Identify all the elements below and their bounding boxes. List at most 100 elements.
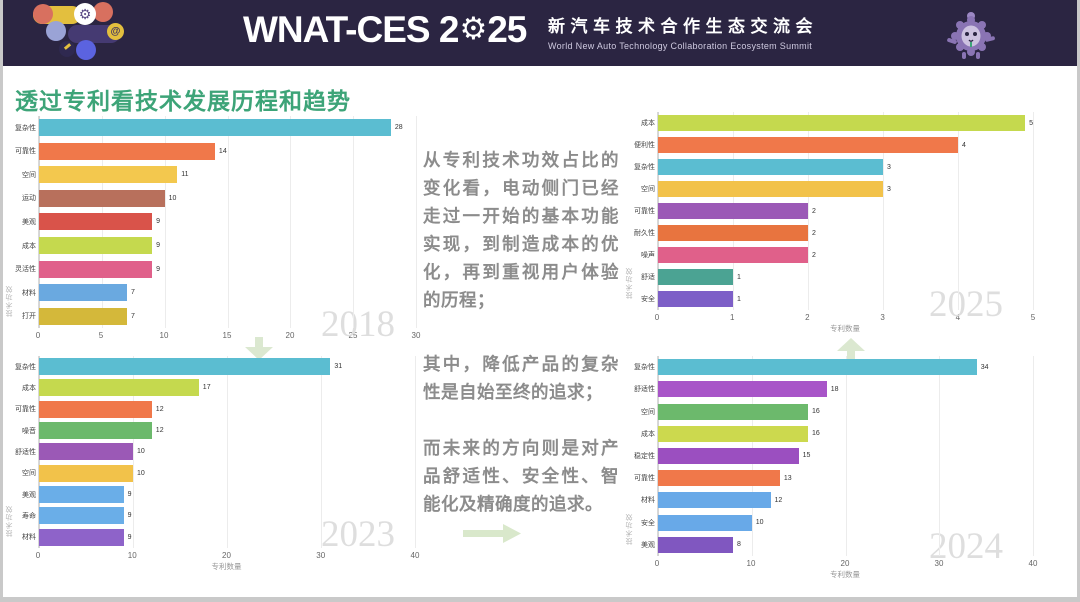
down-arrow-icon [245,337,273,360]
category-label: 材料 [22,534,36,542]
bar-row: 可靠性 14 [15,142,416,160]
x-tick-label: 10 [127,551,137,560]
value-label: 9 [127,533,132,541]
category-label: 空间 [22,470,36,478]
x-tick-label: 0 [654,313,660,322]
value-label: 13 [783,474,792,482]
bar [658,381,827,398]
value-label: 7 [130,289,135,297]
year-watermark: 2024 [929,526,1003,567]
bar-row: 材料 7 [22,284,416,302]
value-label: 5 [1029,119,1033,127]
value-label: 1 [737,273,741,281]
logo-shape [93,2,113,22]
value-label: 1 [737,295,741,303]
x-tick-label: 40 [410,551,420,560]
value-label: 14 [218,147,227,155]
plot-area: 复杂性 34 舒适性 18 空间 16 成本 16 稳定性 15 可靠性 13 材料 12 安全 10 美观 8 [634,356,1034,556]
x-tick-label: 30 [934,559,944,568]
value-label: 12 [155,405,164,413]
bar-row: 美观 9 [22,213,416,231]
bar-chart-2018: 技术功效 复杂性 28 可靠性 14 空间 11 运动 10 美观 9 成本 9 灵活性 9 材料 7 打开 7 … [6,116,435,351]
bar [658,225,808,241]
category-label: 成本 [641,120,655,127]
page-title: 透过专利看技术发展历程和趋势 [15,88,351,114]
bar-row: 安全 10 [641,514,1033,531]
bar [39,237,153,254]
category-label: 舒适性 [15,448,36,456]
x-tick-label: 25 [348,331,358,340]
bar [658,159,883,175]
bar-rows: 复杂性 31 成本 17 可靠性 12 噪音 12 舒适性 10 空间 10 美观 9 寿命 9 材料 9 [15,356,415,548]
bar [39,189,165,207]
gridline [353,116,355,328]
category-label: 成本 [641,430,655,438]
bar [658,291,733,307]
slide: ⚙ @ WNAT-CES 2⚙25 新汽车技术合作生态交流会 World New… [3,0,1077,597]
bar-row: 灵活性 9 [15,260,416,278]
value-label: 16 [812,430,820,438]
bar-row: 舒适 1 [641,269,1033,285]
bar [39,379,199,397]
narrative-paragraph: 从专利技术功效占比的变化看，电动侧门已经走过一开始的基本功能实现，到制造成本的优… [423,150,619,310]
x-tick-label: 10 [746,559,756,568]
value-label: 12 [774,496,783,504]
category-label: 灵活性 [15,266,36,274]
bar-row: 噪声 2 [641,247,1033,263]
value-label: 9 [156,265,160,273]
bar-row: 空间 16 [641,403,1033,420]
category-label: 舒适性 [634,386,655,394]
bar [658,181,883,197]
x-axis-title: 专利数量 [830,324,860,333]
gridline [1033,356,1034,556]
narrative-paragraph: 而未来的方向则是对产品舒适性、安全性、智能化及精确度的追求。 [423,438,619,514]
gridline [227,356,228,548]
value-label: 7 [130,312,135,320]
bar [658,425,808,442]
bar [39,507,124,525]
bar-row: 可靠性 2 [634,203,1033,219]
bar [39,284,127,302]
value-label: 34 [980,363,989,371]
bar-row: 可靠性 12 [15,400,415,418]
at-icon: @ [107,23,124,40]
bar [39,486,124,504]
up-arrow-icon [837,338,865,360]
narrative-paragraph: 其中，降低产品的复杂性是自始至终的追求； [423,354,619,402]
gear-icon: ⚙ [74,3,96,25]
bar [39,307,127,325]
logo-shape [46,21,66,41]
gridline [321,356,322,548]
bar-row: 耐久性 2 [634,225,1033,241]
value-label: 17 [202,384,211,392]
x-tick-label: 2 [805,313,810,322]
x-tick-label: 4 [955,313,961,322]
bar [658,470,780,487]
bar-row: 寿命 9 [22,507,415,525]
x-tick-label: 10 [159,331,169,340]
value-label: 31 [334,363,343,371]
value-label: 16 [812,408,820,416]
category-label: 美观 [641,541,655,549]
category-label: 材料 [641,497,655,505]
bar-row: 空间 10 [22,464,415,482]
x-tick-label: 5 [1030,313,1036,322]
gridline [416,116,417,328]
x-tick-label: 20 [222,551,231,560]
x-tick-label: 15 [222,331,232,340]
value-label: 15 [802,452,811,460]
bar-row: 空间 11 [22,166,416,184]
bar [39,443,133,461]
bar-row: 安全 1 [641,291,1033,307]
category-label: 复杂性 [634,364,655,372]
bar [39,142,215,160]
gear-zero-icon: ⚙ [459,11,487,46]
x-tick-label: 1 [729,313,735,322]
value-label: 9 [127,512,132,520]
bar [658,203,808,219]
value-label: 4 [962,141,966,149]
bar [658,403,808,420]
gridline [290,116,292,328]
bar-row: 舒适性 10 [15,443,415,461]
bar-row: 舒适性 18 [634,381,1033,398]
